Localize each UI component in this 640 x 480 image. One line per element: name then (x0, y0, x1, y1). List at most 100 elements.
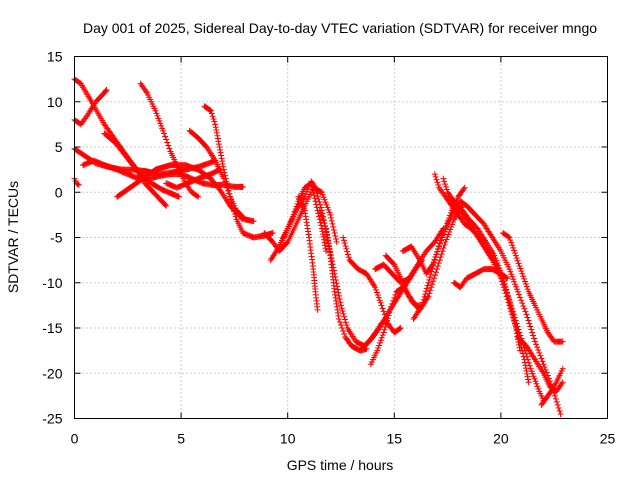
data-point (387, 306, 394, 313)
data-point (432, 173, 439, 180)
data-point (550, 385, 557, 392)
data-point (493, 257, 500, 264)
data-point (232, 213, 239, 220)
data-point (320, 233, 327, 240)
y-tick-label: 0 (55, 184, 63, 200)
data-series-t19 (367, 284, 423, 368)
data-point (336, 292, 343, 299)
data-point (337, 299, 344, 306)
data-point (509, 312, 516, 319)
data-point (207, 107, 214, 114)
data-point (555, 404, 562, 411)
data-point (522, 281, 529, 288)
x-tick-label: 15 (387, 431, 403, 447)
data-point (430, 278, 437, 285)
data-point (492, 255, 499, 262)
data-point (439, 248, 446, 255)
data-point (514, 257, 521, 264)
data-point (345, 254, 352, 261)
data-point (504, 292, 511, 299)
data-point (228, 199, 235, 206)
data-point (379, 305, 386, 312)
data-point (431, 257, 438, 264)
data-point (511, 250, 518, 257)
data-point (381, 326, 388, 333)
data-point (322, 199, 329, 206)
data-point (524, 373, 531, 380)
data-point (217, 146, 224, 153)
data-point (513, 330, 520, 337)
data-point (422, 291, 429, 298)
data-point (292, 206, 299, 213)
data-point (379, 332, 386, 339)
data-point (341, 313, 348, 320)
data-point (521, 275, 528, 282)
data-point (518, 268, 525, 275)
data-point (524, 370, 531, 377)
data-point (380, 329, 387, 336)
data-point (419, 299, 426, 306)
data-point (328, 217, 335, 224)
data-point (525, 379, 532, 386)
data-point (330, 226, 337, 233)
data-point (163, 136, 170, 143)
data-point (500, 278, 507, 285)
data-point (509, 309, 516, 316)
data-point (310, 189, 317, 196)
data-point (427, 287, 434, 294)
data-point (155, 115, 162, 122)
data-point (515, 260, 522, 267)
data-point (175, 193, 182, 200)
data-point (376, 339, 383, 346)
data-point (513, 255, 520, 262)
data-point (507, 268, 514, 275)
data-point (208, 110, 215, 117)
data-point (158, 122, 165, 129)
data-point (161, 130, 168, 137)
data-point (508, 239, 515, 246)
data-point (519, 270, 526, 277)
data-point (433, 266, 440, 273)
data-point (335, 315, 342, 322)
data-point (318, 212, 325, 219)
data-point (507, 300, 514, 307)
data-point (221, 169, 228, 176)
data-point (508, 306, 515, 313)
data-point (289, 213, 296, 220)
data-point (207, 107, 214, 114)
data-point (219, 160, 226, 167)
data-series-t10 (186, 127, 257, 225)
data-series-t24 (431, 171, 547, 404)
data-point (437, 254, 444, 261)
data-point (314, 193, 321, 200)
data-point (530, 332, 537, 339)
data-point (340, 234, 347, 241)
data-point (209, 113, 216, 120)
data-point (329, 220, 336, 227)
data-point (538, 355, 545, 362)
data-point (377, 337, 384, 344)
data-point (438, 251, 445, 258)
data-point (384, 315, 391, 322)
data-point (323, 248, 330, 255)
data-point (557, 410, 564, 417)
data-point (212, 124, 219, 131)
data-point (152, 107, 159, 114)
y-tick-label: 15 (47, 49, 63, 65)
data-point (380, 308, 387, 315)
data-point (433, 176, 440, 183)
data-point (518, 297, 525, 304)
data-point (554, 401, 561, 408)
data-point (218, 155, 225, 162)
data-point (537, 352, 544, 359)
data-point (516, 262, 523, 269)
data-point (390, 297, 397, 304)
data-point (443, 236, 450, 243)
data-point (102, 87, 109, 94)
data-point (269, 229, 276, 236)
data-point (559, 365, 566, 372)
data-point (507, 303, 514, 310)
data-point (517, 294, 524, 301)
data-point (213, 127, 220, 134)
data-point (525, 317, 532, 324)
